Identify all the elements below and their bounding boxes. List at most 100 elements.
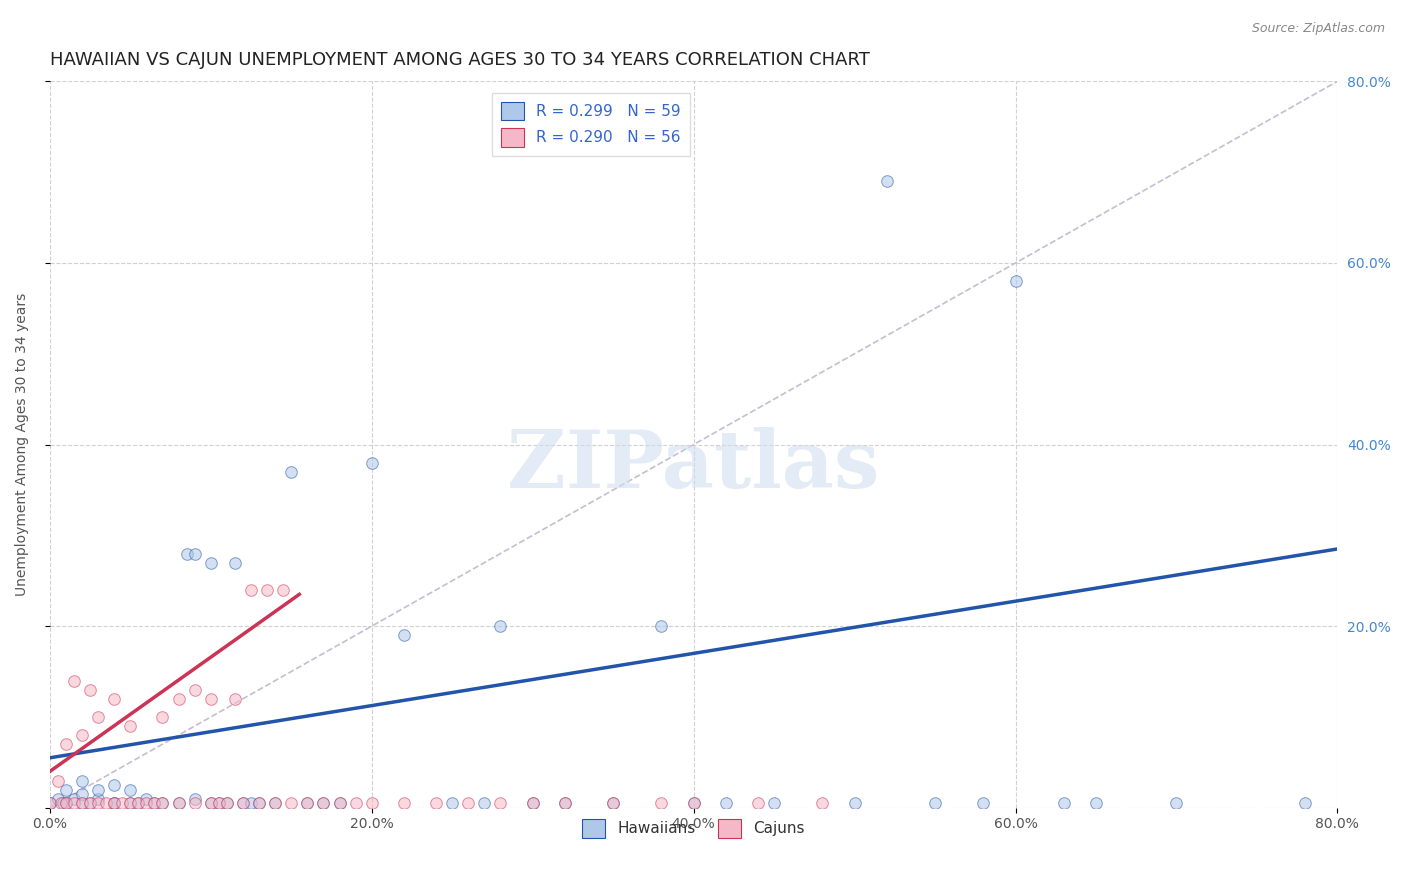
Point — [425, 796, 447, 810]
Point — [79, 682, 101, 697]
Point — [924, 796, 946, 810]
Point — [1085, 796, 1108, 810]
Point — [183, 796, 205, 810]
Point — [232, 796, 254, 810]
Point — [167, 691, 190, 706]
Point — [972, 796, 994, 810]
Point — [844, 796, 866, 810]
Point — [143, 796, 166, 810]
Point — [38, 796, 60, 810]
Point — [208, 796, 231, 810]
Point — [103, 691, 125, 706]
Point — [522, 796, 544, 810]
Point — [360, 456, 382, 470]
Point — [1053, 796, 1076, 810]
Point — [127, 796, 149, 810]
Point — [554, 796, 576, 810]
Point — [328, 796, 350, 810]
Point — [135, 796, 157, 810]
Point — [489, 796, 512, 810]
Point — [602, 796, 624, 810]
Point — [224, 691, 246, 706]
Point — [256, 582, 278, 597]
Point — [328, 796, 350, 810]
Point — [247, 796, 270, 810]
Point — [38, 796, 60, 810]
Point — [87, 796, 110, 810]
Point — [183, 791, 205, 805]
Point — [280, 796, 302, 810]
Point — [344, 796, 367, 810]
Point — [120, 719, 142, 733]
Point — [127, 796, 149, 810]
Point — [183, 682, 205, 697]
Point — [120, 796, 142, 810]
Point — [457, 796, 479, 810]
Point — [63, 673, 86, 688]
Point — [103, 796, 125, 810]
Point — [200, 556, 222, 570]
Point — [224, 556, 246, 570]
Text: ZIPatlas: ZIPatlas — [508, 427, 880, 506]
Point — [96, 796, 118, 810]
Point — [87, 791, 110, 805]
Point — [271, 582, 294, 597]
Point — [63, 796, 86, 810]
Point — [103, 796, 125, 810]
Point — [1294, 796, 1316, 810]
Point — [312, 796, 335, 810]
Point — [763, 796, 786, 810]
Point — [176, 547, 198, 561]
Point — [360, 796, 382, 810]
Point — [52, 796, 75, 810]
Legend: Hawaiians, Cajuns: Hawaiians, Cajuns — [576, 813, 811, 844]
Point — [297, 796, 319, 810]
Point — [240, 582, 263, 597]
Point — [208, 796, 231, 810]
Point — [87, 710, 110, 724]
Point — [1166, 796, 1188, 810]
Text: Source: ZipAtlas.com: Source: ZipAtlas.com — [1251, 22, 1385, 36]
Point — [650, 619, 672, 633]
Point — [297, 796, 319, 810]
Point — [152, 796, 174, 810]
Point — [70, 796, 93, 810]
Point — [240, 796, 263, 810]
Point — [152, 796, 174, 810]
Point — [103, 796, 125, 810]
Point — [232, 796, 254, 810]
Point — [49, 796, 72, 810]
Point — [70, 796, 93, 810]
Point — [392, 796, 415, 810]
Point — [55, 737, 77, 751]
Point — [392, 628, 415, 642]
Point — [747, 796, 769, 810]
Point — [70, 787, 93, 801]
Point — [602, 796, 624, 810]
Point — [264, 796, 287, 810]
Point — [152, 710, 174, 724]
Point — [120, 796, 142, 810]
Point — [682, 796, 704, 810]
Point — [63, 791, 86, 805]
Y-axis label: Unemployment Among Ages 30 to 34 years: Unemployment Among Ages 30 to 34 years — [15, 293, 30, 596]
Text: HAWAIIAN VS CAJUN UNEMPLOYMENT AMONG AGES 30 TO 34 YEARS CORRELATION CHART: HAWAIIAN VS CAJUN UNEMPLOYMENT AMONG AGE… — [49, 51, 870, 69]
Point — [247, 796, 270, 810]
Point — [522, 796, 544, 810]
Point — [120, 782, 142, 797]
Point — [135, 791, 157, 805]
Point — [46, 791, 69, 805]
Point — [215, 796, 238, 810]
Point — [682, 796, 704, 810]
Point — [79, 796, 101, 810]
Point — [200, 691, 222, 706]
Point — [55, 796, 77, 810]
Point — [876, 174, 898, 188]
Point — [264, 796, 287, 810]
Point — [183, 547, 205, 561]
Point — [474, 796, 496, 810]
Point — [55, 782, 77, 797]
Point — [46, 773, 69, 788]
Point — [312, 796, 335, 810]
Point — [200, 796, 222, 810]
